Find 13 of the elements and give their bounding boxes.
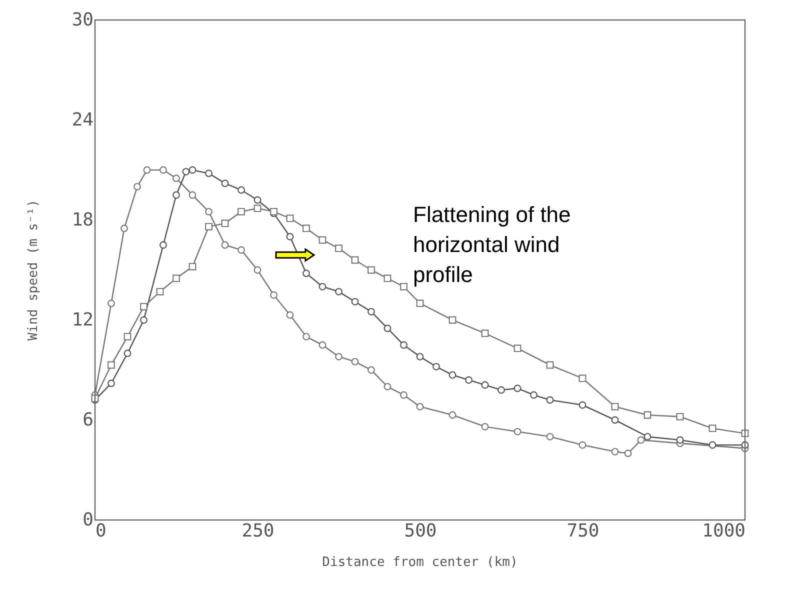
y-tick-label: 30 [72, 10, 94, 30]
y-tick-label: 6 [82, 410, 94, 430]
x-tick-label: 500 [404, 520, 437, 542]
y-tick-label: 24 [72, 110, 94, 130]
x-axis-title: Distance from center (km) [322, 555, 518, 570]
annotation: Flattening of the horizontal wind profile [413, 202, 571, 287]
x-tick-label: 1000 [702, 520, 746, 542]
y-tick-label: 12 [72, 310, 94, 330]
y-axis-title: Wind speed (m s⁻¹) [26, 200, 41, 340]
x-tick-label: 750 [566, 520, 600, 542]
x-tick-label: 250 [242, 520, 274, 542]
x-tick-label: 0 [96, 520, 106, 542]
y-tick-label: 18 [72, 210, 94, 230]
